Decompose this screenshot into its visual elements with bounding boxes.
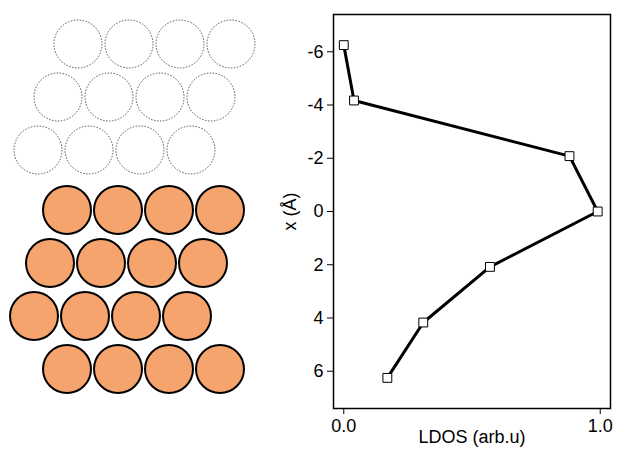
- svg-text:0: 0: [313, 201, 323, 221]
- svg-text:-2: -2: [307, 148, 323, 168]
- svg-text:1.0: 1.0: [588, 416, 613, 436]
- svg-text:6: 6: [313, 361, 323, 381]
- svg-text:x (Å): x (Å): [280, 193, 300, 231]
- svg-text:2: 2: [313, 255, 323, 275]
- svg-text:LDOS (arb.u): LDOS (arb.u): [418, 427, 525, 447]
- svg-text:0.0: 0.0: [331, 416, 356, 436]
- svg-text:-6: -6: [307, 42, 323, 62]
- svg-text:-4: -4: [307, 95, 323, 115]
- svg-text:4: 4: [313, 308, 323, 328]
